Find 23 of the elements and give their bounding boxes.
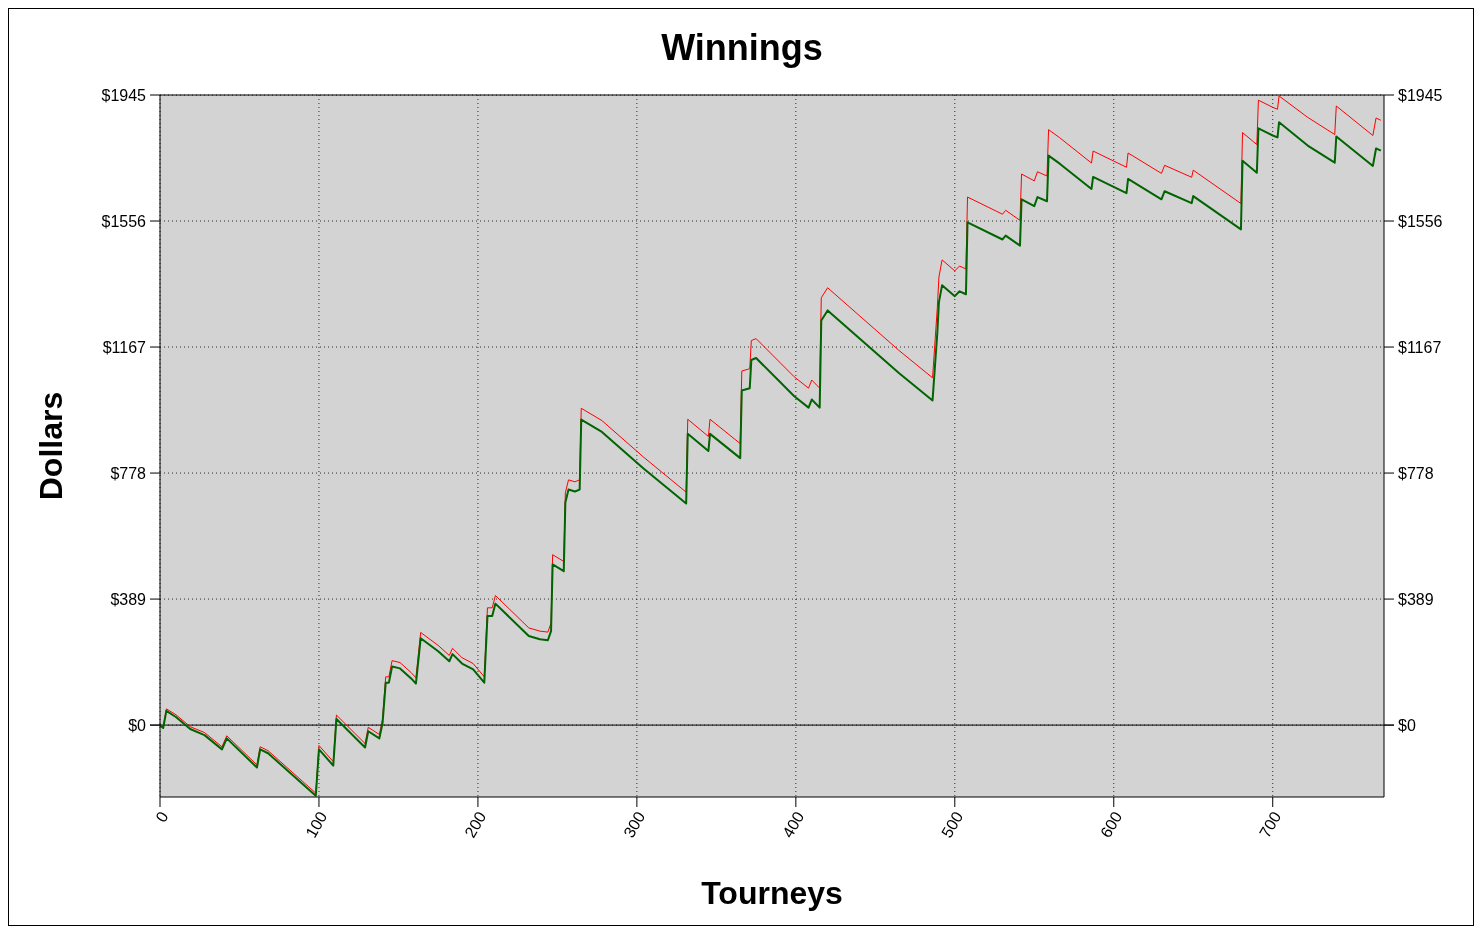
y2-tick-label: $389 bbox=[1398, 590, 1434, 608]
y2-tick-label: $1945 bbox=[1398, 86, 1443, 104]
x-tick-label: 200 bbox=[461, 808, 490, 841]
chart-title: Winnings bbox=[661, 27, 823, 68]
x-axis-title: Tourneys bbox=[701, 875, 843, 911]
y-tick-label: $1945 bbox=[101, 86, 147, 104]
y2-tick-label: $778 bbox=[1398, 464, 1434, 482]
x-tick-label: 300 bbox=[620, 808, 649, 841]
x-tick-label: 500 bbox=[938, 808, 967, 841]
x-tick-label: 100 bbox=[302, 808, 331, 841]
y2-tick-label: $1556 bbox=[1398, 212, 1443, 230]
y-tick-label: $1556 bbox=[101, 212, 147, 230]
x-tick-label: 700 bbox=[1256, 808, 1285, 841]
y-axis-title: Dollars bbox=[33, 391, 69, 501]
y2-tick-label: $1167 bbox=[1398, 338, 1442, 356]
y-tick-label: $778 bbox=[110, 464, 147, 482]
x-tick-label: 400 bbox=[779, 808, 808, 841]
y-tick-label: $1167 bbox=[102, 338, 147, 356]
y-tick-label: $389 bbox=[110, 590, 147, 608]
x-tick-label: 600 bbox=[1097, 808, 1126, 841]
y2-tick-label: $0 bbox=[1398, 716, 1416, 734]
x-tick-label: 0 bbox=[152, 808, 172, 826]
y-tick-label: $0 bbox=[128, 716, 147, 734]
